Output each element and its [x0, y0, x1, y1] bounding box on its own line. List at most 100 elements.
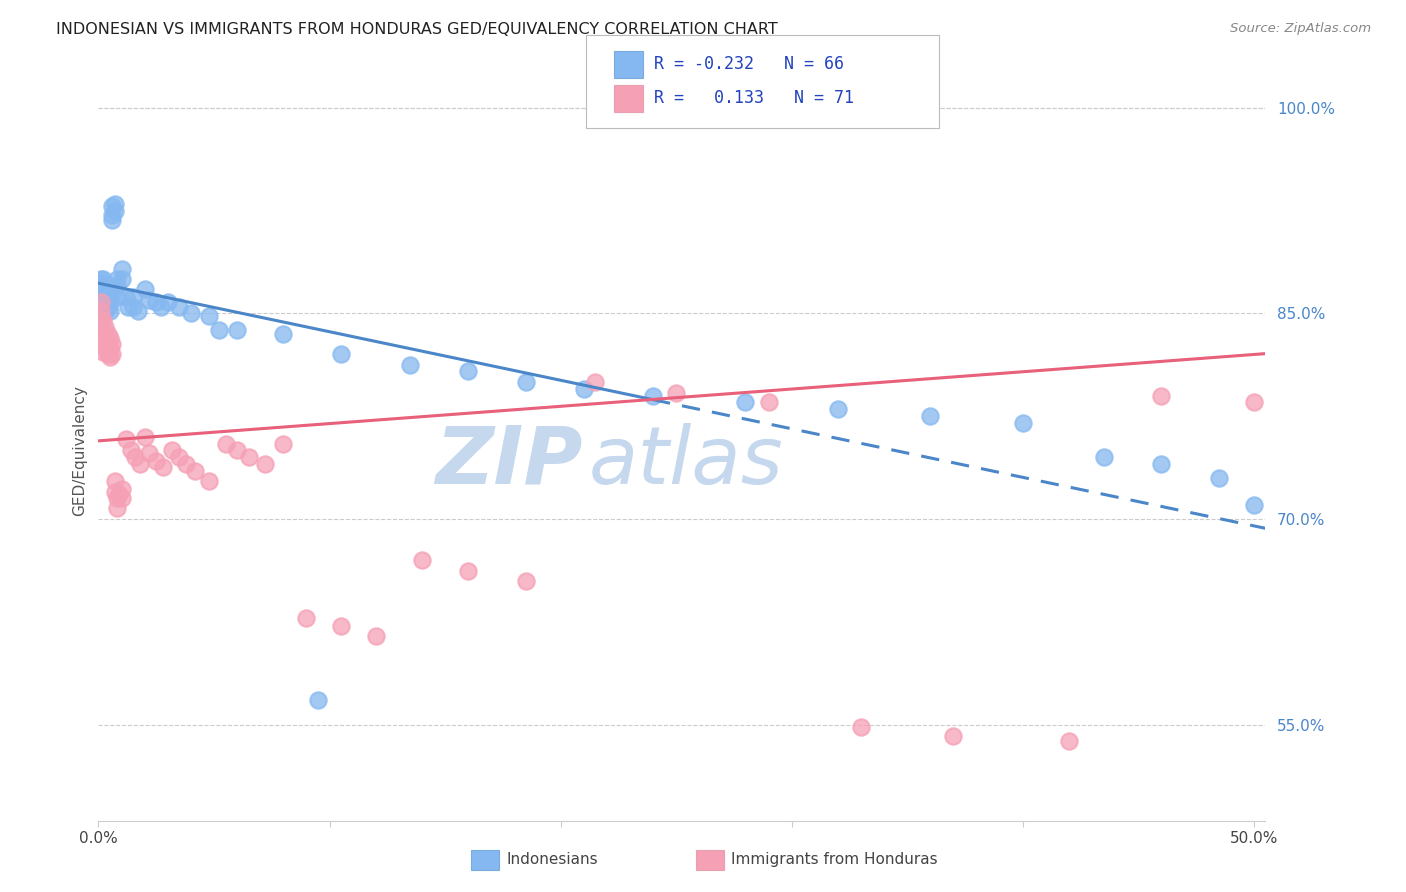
- Point: [110, 262, 132, 277]
- Point: [115, 290, 138, 304]
- Point: [169, 300, 191, 314]
- Y-axis label: GED/Equivalency: GED/Equivalency: [72, 385, 87, 516]
- Point: [91, 334, 114, 348]
- Point: [90, 306, 112, 320]
- Point: [184, 464, 207, 478]
- Point: [169, 450, 191, 465]
- Point: [1289, 361, 1312, 376]
- Point: [91, 279, 114, 293]
- Point: [457, 564, 479, 578]
- Point: [1243, 395, 1265, 409]
- Point: [138, 446, 160, 460]
- Point: [115, 433, 138, 447]
- Point: [91, 272, 114, 286]
- Point: [330, 347, 353, 361]
- Point: [1150, 457, 1173, 471]
- Point: [90, 303, 112, 318]
- Point: [97, 282, 120, 296]
- Point: [98, 295, 121, 310]
- Point: [162, 443, 184, 458]
- Point: [98, 341, 121, 355]
- Point: [138, 293, 160, 307]
- Point: [207, 323, 229, 337]
- Point: [90, 323, 112, 337]
- Point: [98, 331, 121, 345]
- Point: [849, 720, 872, 734]
- Point: [1092, 450, 1115, 465]
- Point: [90, 282, 112, 296]
- Point: [1057, 734, 1080, 748]
- Point: [641, 389, 664, 403]
- Point: [307, 693, 329, 707]
- Point: [98, 303, 121, 318]
- Point: [90, 290, 112, 304]
- Point: [127, 303, 149, 318]
- Point: [110, 482, 132, 496]
- Text: Indonesians: Indonesians: [506, 853, 598, 867]
- Point: [91, 323, 114, 337]
- Point: [101, 347, 124, 361]
- Point: [98, 279, 121, 293]
- Point: [97, 336, 120, 351]
- Point: [515, 574, 537, 588]
- Point: [90, 276, 112, 290]
- Point: [411, 553, 433, 567]
- Point: [91, 293, 114, 307]
- Point: [180, 306, 202, 320]
- Point: [399, 359, 422, 373]
- Point: [94, 295, 117, 310]
- Point: [90, 295, 112, 310]
- Point: [149, 300, 172, 314]
- Point: [145, 295, 167, 310]
- Point: [91, 300, 114, 314]
- Point: [91, 313, 114, 327]
- Point: [104, 474, 127, 488]
- Point: [226, 443, 249, 458]
- Point: [156, 295, 179, 310]
- Point: [97, 347, 120, 361]
- Point: [134, 430, 156, 444]
- Point: [94, 320, 117, 334]
- Point: [330, 619, 353, 633]
- Point: [515, 375, 537, 389]
- Point: [94, 279, 117, 293]
- Point: [94, 341, 117, 355]
- Point: [110, 491, 132, 506]
- Point: [101, 213, 124, 227]
- Point: [117, 300, 139, 314]
- Point: [827, 402, 849, 417]
- Point: [104, 203, 127, 218]
- Point: [174, 457, 197, 471]
- Point: [97, 301, 120, 315]
- Point: [94, 303, 117, 318]
- Point: [104, 196, 127, 211]
- Point: [920, 409, 942, 424]
- Point: [90, 295, 112, 310]
- Point: [1150, 389, 1173, 403]
- Point: [105, 491, 128, 506]
- Point: [105, 501, 128, 516]
- Point: [364, 628, 387, 642]
- Point: [91, 285, 114, 300]
- Point: [1336, 367, 1358, 381]
- Point: [124, 450, 146, 465]
- Point: [97, 290, 120, 304]
- Point: [101, 208, 124, 222]
- Point: [104, 484, 127, 499]
- Point: [122, 300, 145, 314]
- Point: [98, 285, 121, 300]
- Text: Immigrants from Honduras: Immigrants from Honduras: [731, 853, 938, 867]
- Point: [238, 450, 260, 465]
- Point: [101, 199, 124, 213]
- Point: [145, 454, 167, 468]
- Point: [94, 293, 117, 307]
- Text: atlas: atlas: [589, 423, 783, 500]
- Text: R =   0.133   N = 71: R = 0.133 N = 71: [654, 89, 853, 107]
- Point: [253, 457, 276, 471]
- Point: [108, 487, 131, 501]
- Point: [94, 331, 117, 345]
- Point: [271, 436, 294, 450]
- Text: ZIP: ZIP: [436, 423, 582, 500]
- Point: [105, 272, 128, 286]
- Point: [90, 313, 112, 327]
